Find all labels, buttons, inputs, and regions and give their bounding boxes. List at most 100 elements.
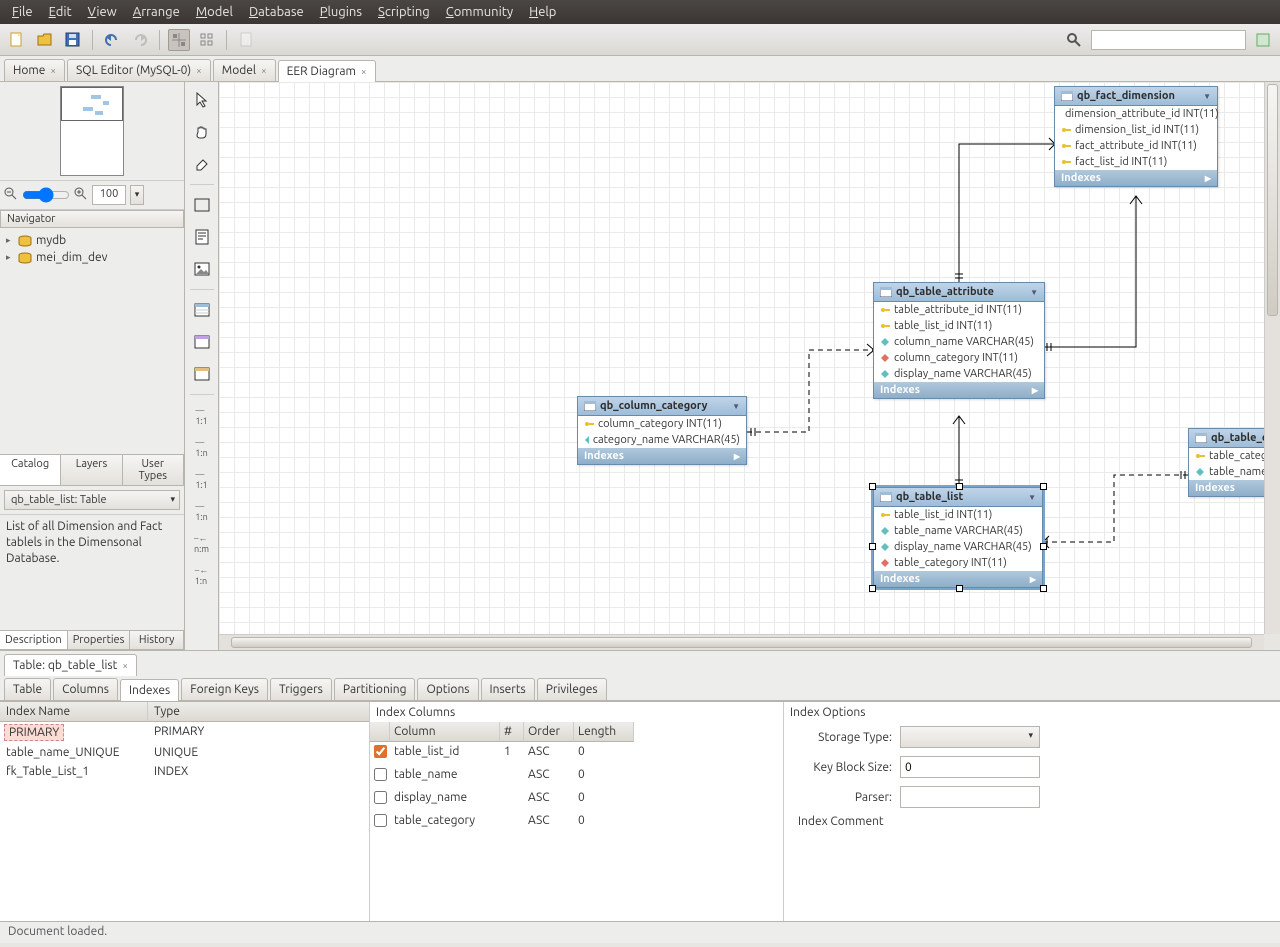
scrollbar-vertical[interactable] bbox=[1264, 82, 1280, 634]
scrollbar-horizontal[interactable] bbox=[219, 634, 1264, 650]
routine-tool-icon[interactable] bbox=[190, 362, 214, 386]
idxcol-checkbox[interactable] bbox=[374, 791, 387, 804]
index-row[interactable]: PRIMARY PRIMARY bbox=[0, 722, 369, 743]
menu-edit[interactable]: Edit bbox=[41, 2, 80, 22]
rel-11-id-icon[interactable]: ⎯⎯1:1 bbox=[190, 467, 214, 491]
rel-11-icon[interactable]: ⎯⎯1:1 bbox=[190, 403, 214, 427]
entity-title: qb_column_category bbox=[600, 400, 707, 412]
idxcol-checkbox[interactable] bbox=[374, 814, 387, 827]
sidetab-catalog[interactable]: Catalog bbox=[0, 455, 61, 485]
image-tool-icon[interactable] bbox=[190, 257, 214, 281]
note-tool-icon[interactable] bbox=[190, 225, 214, 249]
open-file-icon[interactable] bbox=[34, 29, 56, 51]
col-index-type: Type bbox=[148, 702, 369, 722]
tree-item-mei[interactable]: ▸mei_dim_dev bbox=[6, 249, 178, 266]
close-icon[interactable]: × bbox=[196, 65, 202, 76]
table-editor-tab[interactable]: Table: qb_table_list× bbox=[4, 654, 137, 676]
subtab-indexes[interactable]: Indexes bbox=[120, 679, 179, 701]
menu-community[interactable]: Community bbox=[438, 2, 521, 22]
search-icon[interactable] bbox=[1063, 29, 1085, 51]
sidetab-history[interactable]: History bbox=[130, 631, 184, 649]
redo-icon[interactable] bbox=[129, 29, 151, 51]
subtab-options[interactable]: Options bbox=[417, 678, 478, 700]
save-file-icon[interactable] bbox=[62, 29, 84, 51]
subtab-columns[interactable]: Columns bbox=[53, 678, 118, 700]
index-row[interactable]: table_name_UNIQUE UNIQUE bbox=[0, 743, 369, 762]
subtab-inserts[interactable]: Inserts bbox=[481, 678, 535, 700]
subtab-triggers[interactable]: Triggers bbox=[270, 678, 332, 700]
subtab-privileges[interactable]: Privileges bbox=[537, 678, 607, 700]
rel-nm-icon[interactable]: ⎯←n:m bbox=[190, 531, 214, 555]
menu-model[interactable]: Model bbox=[188, 2, 241, 22]
tree-item-mydb[interactable]: ▸mydb bbox=[6, 232, 178, 249]
eraser-tool-icon[interactable] bbox=[190, 152, 214, 176]
indexes-footer[interactable]: Indexes bbox=[874, 382, 1044, 398]
tab-eer-diagram[interactable]: EER Diagram× bbox=[278, 60, 376, 82]
rel-existing-icon[interactable]: ⎯←1:n bbox=[190, 563, 214, 587]
sidetab-usertypes[interactable]: User Types bbox=[123, 455, 184, 485]
close-icon[interactable]: × bbox=[361, 66, 367, 77]
menu-arrange[interactable]: Arrange bbox=[125, 2, 188, 22]
index-row[interactable]: fk_Table_List_1 INDEX bbox=[0, 762, 369, 781]
overview-thumbnail[interactable] bbox=[0, 82, 184, 181]
indexes-footer[interactable]: Indexes bbox=[578, 448, 746, 464]
zoom-dropdown[interactable]: ▾ bbox=[130, 185, 144, 205]
idxcol-checkbox[interactable] bbox=[374, 745, 387, 758]
close-icon[interactable]: × bbox=[50, 65, 56, 76]
diagram-toolbar: ⎯⎯1:1 ⎯⎯1:n ⎯⎯1:1 ⎯⎯1:n ⎯←n:m ⎯←1:n bbox=[185, 82, 219, 650]
navigator-title: Navigator bbox=[0, 210, 184, 228]
menu-database[interactable]: Database bbox=[241, 2, 312, 22]
sidetab-properties[interactable]: Properties bbox=[68, 631, 131, 649]
key-block-size-input[interactable] bbox=[900, 756, 1040, 778]
storage-type-dropdown[interactable] bbox=[900, 726, 1040, 748]
entity-column-category[interactable]: qb_column_category column_category INT(1… bbox=[577, 396, 747, 465]
zoom-slider[interactable] bbox=[22, 187, 70, 203]
entity-table-list[interactable]: qb_table_list table_list_id INT(11) tabl… bbox=[873, 487, 1043, 588]
left-sidebar: 100 ▾ Navigator ▸mydb ▸mei_dim_dev Catal… bbox=[0, 82, 185, 650]
idxcol-checkbox[interactable] bbox=[374, 768, 387, 781]
sidetab-layers[interactable]: Layers bbox=[61, 455, 122, 485]
rel-1n-id-icon[interactable]: ⎯⎯1:n bbox=[190, 499, 214, 523]
menu-scripting[interactable]: Scripting bbox=[370, 2, 438, 22]
zoom-out-icon[interactable] bbox=[4, 187, 18, 204]
object-description: List of all Dimension and Fact tablels i… bbox=[0, 515, 184, 630]
hand-tool-icon[interactable] bbox=[190, 120, 214, 144]
menu-help[interactable]: Help bbox=[521, 2, 564, 22]
parser-input[interactable] bbox=[900, 786, 1040, 808]
subtab-table[interactable]: Table bbox=[4, 678, 51, 700]
tab-model[interactable]: Model× bbox=[213, 59, 276, 81]
tab-home[interactable]: Home× bbox=[4, 59, 65, 81]
menu-view[interactable]: View bbox=[80, 2, 125, 22]
zoom-in-icon[interactable] bbox=[74, 187, 88, 204]
view-tool-icon[interactable] bbox=[190, 330, 214, 354]
index-columns-title: Index Columns bbox=[370, 702, 783, 722]
diagram-canvas[interactable]: qb_fact_dimension dimension_attribute_id… bbox=[219, 82, 1264, 634]
rel-1n-icon[interactable]: ⎯⎯1:n bbox=[190, 435, 214, 459]
toolbar bbox=[0, 24, 1280, 56]
entity-table-attribute[interactable]: qb_table_attribute table_attribute_id IN… bbox=[873, 282, 1045, 399]
sidetab-description[interactable]: Description bbox=[0, 631, 68, 649]
subtab-fk[interactable]: Foreign Keys bbox=[181, 678, 268, 700]
col-index-name: Index Name bbox=[0, 702, 148, 722]
entity-fact-dimension[interactable]: qb_fact_dimension dimension_attribute_id… bbox=[1054, 86, 1218, 187]
search-input[interactable] bbox=[1091, 30, 1246, 50]
menu-plugins[interactable]: Plugins bbox=[312, 2, 370, 22]
close-icon[interactable]: × bbox=[122, 660, 128, 671]
search-go-icon[interactable] bbox=[1252, 29, 1274, 51]
new-file-icon[interactable] bbox=[6, 29, 28, 51]
indexes-footer[interactable]: Indexes bbox=[1055, 170, 1217, 186]
object-type-dropdown[interactable]: qb_table_list: Table bbox=[4, 490, 180, 510]
table-tool-icon[interactable] bbox=[190, 298, 214, 322]
page-icon[interactable] bbox=[235, 29, 257, 51]
entity-title: qb_table_attribute bbox=[896, 286, 994, 298]
undo-icon[interactable] bbox=[101, 29, 123, 51]
zoom-value[interactable]: 100 bbox=[92, 185, 126, 205]
menu-file[interactable]: File bbox=[4, 2, 41, 22]
subtab-partitioning[interactable]: Partitioning bbox=[334, 678, 416, 700]
pointer-tool-icon[interactable] bbox=[190, 88, 214, 112]
tab-sql-editor[interactable]: SQL Editor (MySQL-0)× bbox=[67, 59, 211, 81]
grid-align-icon[interactable] bbox=[168, 29, 190, 51]
layer-tool-icon[interactable] bbox=[190, 193, 214, 217]
close-icon[interactable]: × bbox=[261, 65, 267, 76]
grid-icon[interactable] bbox=[196, 29, 218, 51]
